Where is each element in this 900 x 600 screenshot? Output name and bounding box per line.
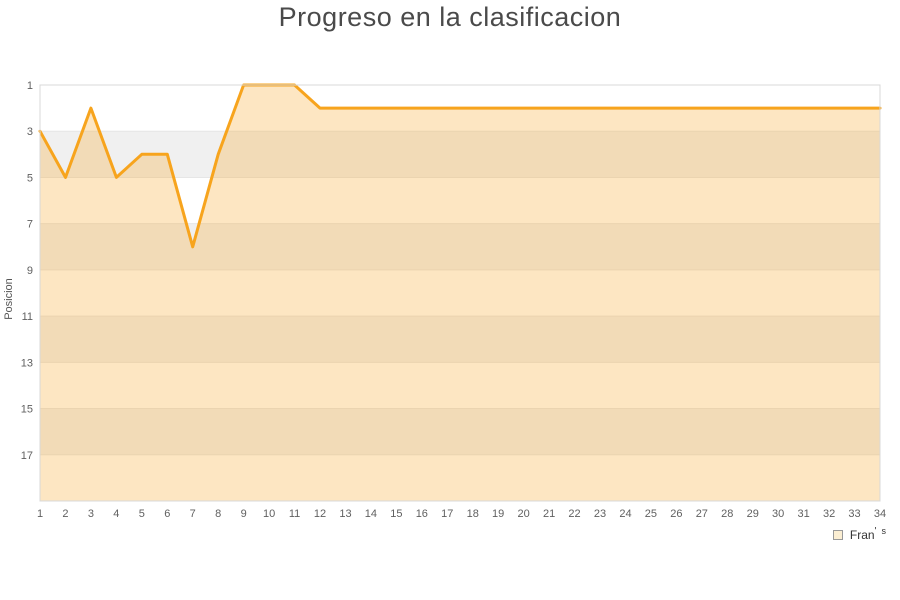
plot-band — [40, 454, 880, 501]
x-tick-label: 25 — [645, 508, 657, 520]
x-tick-label: 12 — [314, 508, 326, 520]
y-tick-label: 15 — [21, 404, 33, 416]
legend-label: Fran' s — [849, 526, 886, 543]
x-tick-label: 34 — [874, 508, 886, 520]
x-tick-label: 15 — [390, 508, 402, 520]
x-tick-label: 19 — [492, 508, 504, 520]
y-tick-label: 17 — [21, 450, 33, 462]
x-tick-label: 14 — [365, 508, 377, 520]
plot-band — [40, 316, 880, 363]
plot-border — [39, 84, 881, 502]
y-tick-label: 7 — [27, 219, 33, 231]
plot-band — [40, 362, 880, 409]
x-tick-label: 8 — [215, 508, 221, 520]
x-tick-label: 5 — [139, 508, 145, 520]
x-tick-label: 1 — [37, 508, 43, 520]
x-tick-label: 11 — [289, 508, 300, 520]
x-tick-label: 10 — [263, 508, 275, 520]
series-swatch-icon — [832, 530, 843, 540]
legend[interactable]: Fran' s — [832, 526, 886, 543]
x-tick-label: 27 — [696, 508, 708, 520]
x-tick-label: 21 — [543, 508, 555, 520]
y-tick-label: 5 — [27, 172, 33, 184]
x-tick-label: 32 — [823, 508, 835, 520]
chart-title: Progreso en la clasificacion — [278, 2, 622, 32]
x-tick-label: 26 — [670, 508, 682, 520]
x-tick-label: 18 — [467, 508, 479, 520]
series-area — [40, 85, 880, 501]
x-tick-label: 22 — [568, 508, 580, 520]
y-tick-label: 13 — [21, 357, 33, 369]
x-tick-label: 29 — [747, 508, 759, 520]
x-tick-label: 9 — [241, 508, 247, 520]
x-tick-label: 28 — [721, 508, 733, 520]
x-tick-label: 13 — [339, 508, 351, 520]
x-tick-label: 20 — [518, 508, 530, 520]
plot-band — [40, 131, 880, 178]
x-tick-label: 2 — [62, 508, 68, 520]
x-tick-label: 24 — [619, 508, 631, 520]
y-tick-label: 11 — [22, 311, 33, 323]
x-tick-label: 31 — [798, 508, 810, 520]
x-tick-label: 7 — [190, 508, 196, 520]
x-tick-label: 30 — [772, 508, 784, 520]
y-axis-title: Posicion — [3, 278, 15, 320]
x-tick-label: 23 — [594, 508, 606, 520]
plot-band — [40, 269, 880, 317]
x-tick-label: 17 — [441, 508, 453, 520]
x-tick-label: 16 — [416, 508, 428, 520]
x-tick-label: 33 — [848, 508, 860, 520]
plot-band — [40, 408, 880, 455]
y-tick-label: 3 — [27, 126, 33, 138]
y-tick-label: 9 — [27, 265, 33, 277]
x-tick-label: 3 — [88, 508, 94, 520]
plot-band — [40, 223, 880, 270]
series-line — [38, 83, 882, 249]
x-tick-label: 4 — [113, 508, 119, 520]
y-tick-label: 1 — [27, 80, 33, 92]
x-tick-label: 6 — [164, 508, 170, 520]
